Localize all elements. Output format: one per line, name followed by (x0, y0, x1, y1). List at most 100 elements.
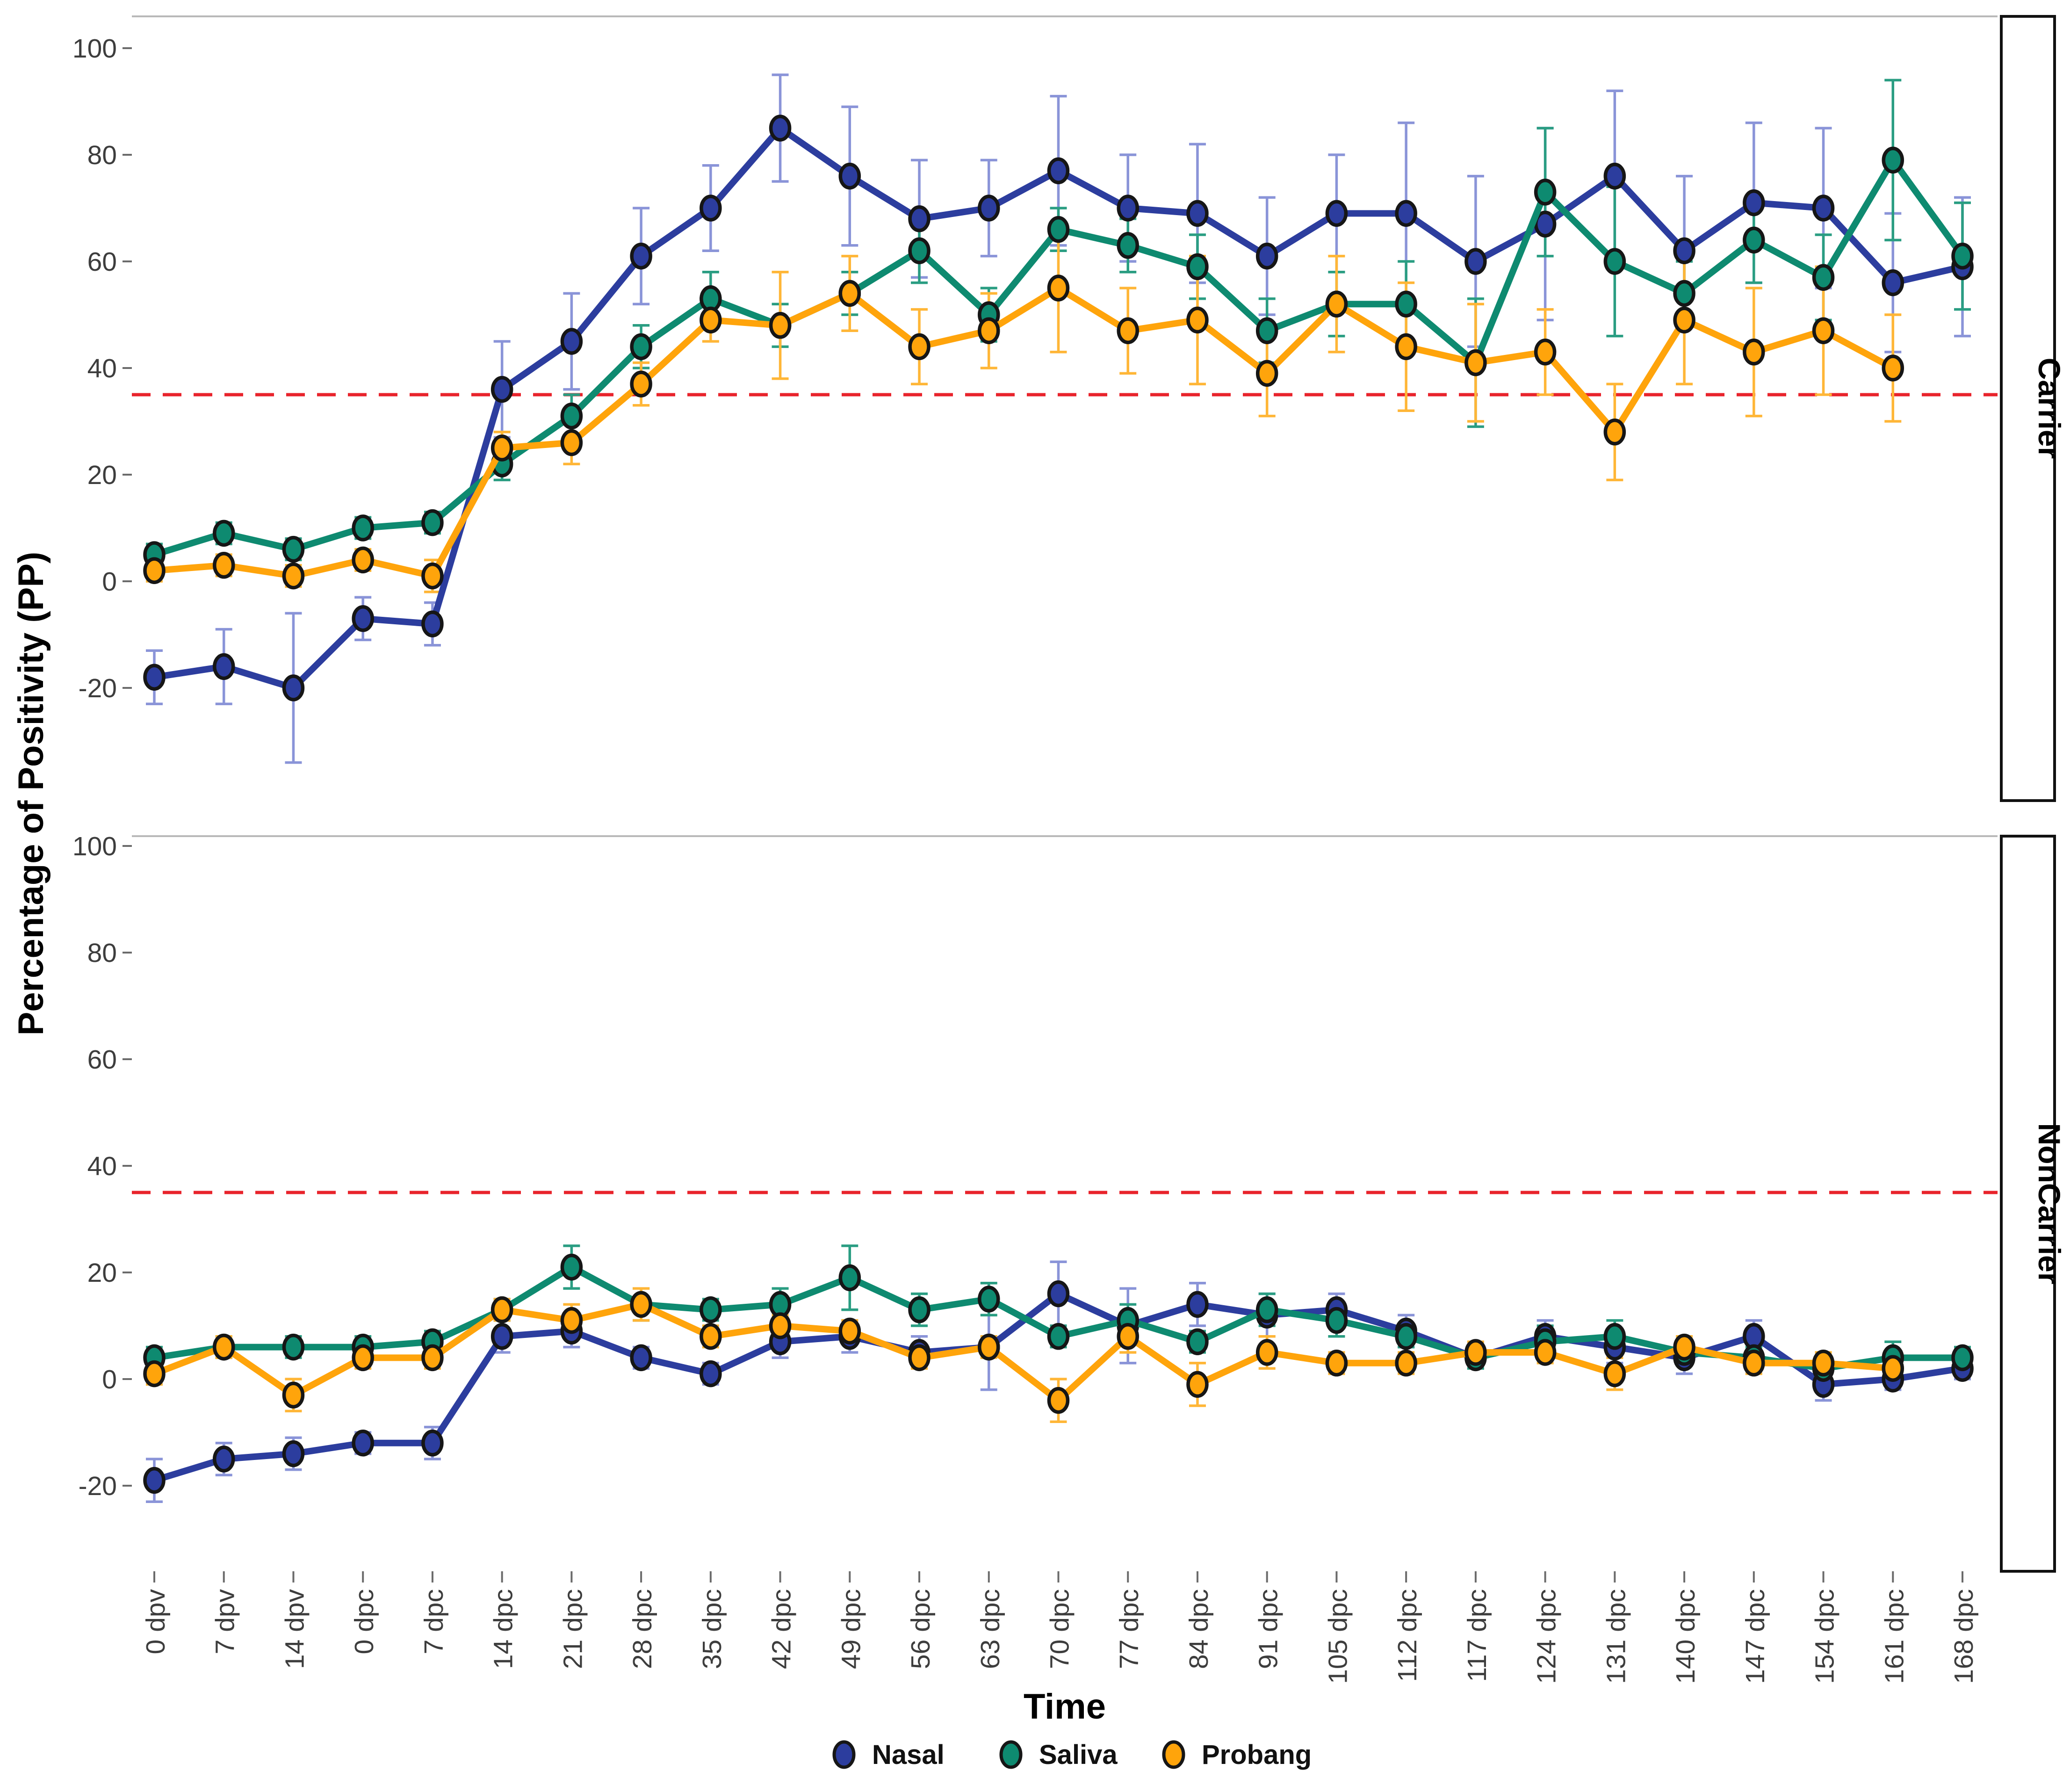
x-tick-label: 0 dpv (141, 1589, 171, 1655)
data-point-nasal (978, 195, 1000, 222)
data-point-nasal (421, 1430, 444, 1457)
strip-label-noncarrier: NonCarrier (2032, 1123, 2063, 1285)
data-point-saliva (560, 402, 583, 430)
data-point-saliva (421, 509, 444, 536)
data-point-probang (1325, 290, 1348, 318)
data-point-saliva (630, 333, 652, 361)
data-point-nasal (1186, 1291, 1209, 1318)
data-point-saliva (1255, 317, 1278, 344)
data-point-probang (352, 546, 374, 574)
x-tick-label: 0 dpc (349, 1589, 379, 1654)
data-point-probang (630, 1291, 652, 1318)
y-tick-label: -20 (79, 673, 117, 703)
data-point-saliva (1047, 216, 1070, 243)
data-point-probang (1395, 1350, 1417, 1377)
data-point-nasal (1186, 200, 1209, 227)
data-point-probang (978, 1333, 1000, 1361)
data-point-saliva (1186, 1328, 1209, 1355)
data-point-nasal (491, 1323, 513, 1350)
data-point-saliva (1395, 290, 1417, 318)
data-point-probang (143, 557, 166, 584)
y-tick-label: 0 (102, 1365, 117, 1395)
data-point-probang (1186, 1371, 1209, 1398)
data-point-probang (1743, 339, 1765, 366)
data-point-nasal (282, 1440, 305, 1467)
data-point-probang (560, 429, 583, 456)
x-tick-label: 105 dpc (1323, 1589, 1353, 1684)
data-point-nasal (352, 605, 374, 632)
y-tick-label: -20 (79, 1471, 117, 1501)
data-point-probang (1464, 349, 1487, 376)
data-point-saliva (1673, 280, 1695, 307)
x-tick-label: 28 dpc (628, 1589, 657, 1669)
strip-rect-noncarrier (2000, 835, 2056, 1573)
data-point-probang (1047, 1387, 1070, 1414)
x-tick-label: 147 dpc (1740, 1589, 1770, 1684)
data-point-saliva (1603, 1323, 1626, 1350)
data-point-probang (700, 1323, 722, 1350)
y-tick-label: 100 (72, 34, 117, 64)
data-point-probang (212, 552, 235, 579)
data-point-nasal (352, 1430, 374, 1457)
y-tick-label: 20 (87, 460, 117, 490)
data-point-nasal (1534, 210, 1557, 238)
data-point-nasal (908, 205, 931, 232)
legend-item-probang: Probang (1162, 1740, 1312, 1770)
series-line-probang (151, 285, 1897, 579)
data-point-nasal (700, 195, 722, 222)
x-tick-label: 124 dpc (1532, 1589, 1562, 1684)
x-tick-label: 56 dpc (906, 1589, 936, 1669)
data-point-nasal (491, 376, 513, 403)
data-point-saliva (1743, 226, 1765, 254)
data-point-probang (1534, 339, 1557, 366)
data-point-probang (143, 1360, 166, 1387)
y-tick-label: 0 (102, 567, 117, 597)
data-point-saliva (352, 514, 374, 542)
data-point-nasal (700, 1360, 722, 1387)
data-point-probang (1255, 360, 1278, 387)
data-point-probang (1534, 1339, 1557, 1366)
x-tick-label: 70 dpc (1045, 1589, 1075, 1669)
data-point-saliva (212, 520, 235, 547)
data-point-nasal (1325, 200, 1348, 227)
data-point-nasal (1464, 248, 1487, 275)
y-tick-label: 40 (87, 354, 117, 383)
data-point-probang (769, 312, 792, 339)
data-point-probang (1812, 1350, 1835, 1377)
data-point-nasal (1743, 189, 1765, 217)
y-tick-label: 80 (87, 140, 117, 170)
data-point-probang (1603, 1360, 1626, 1387)
data-point-saliva (1812, 264, 1835, 291)
data-point-nasal (630, 1344, 652, 1372)
y-tick-label: 100 (72, 831, 117, 861)
data-point-nasal (630, 242, 652, 270)
data-point-probang (491, 434, 513, 462)
data-point-probang (769, 1312, 792, 1339)
data-point-saliva (908, 1296, 931, 1323)
y-tick-label: 80 (87, 938, 117, 968)
data-point-saliva (1047, 1323, 1070, 1350)
x-tick-label: 21 dpc (558, 1589, 588, 1669)
data-point-saliva (1255, 1296, 1278, 1323)
legend-marker-saliva (999, 1740, 1023, 1769)
panel-noncarrier: 100 80 60 40 20 0 -20 (72, 831, 1998, 1503)
x-tick-label: 49 dpc (836, 1589, 866, 1669)
legend-marker-probang (1162, 1740, 1185, 1769)
data-point-nasal (1117, 195, 1139, 222)
data-point-probang (560, 1307, 583, 1334)
data-point-probang (1882, 1355, 1904, 1382)
strip-label-carrier: Carrier (2032, 358, 2063, 459)
data-point-nasal (838, 162, 861, 190)
strip-rect-carrier (2000, 15, 2056, 802)
x-axis: 0 dpv 7 dpv 14 dpv 0 dpc 7 dpc 14 dpc 21 dpc 28… (141, 1571, 1979, 1684)
data-point-nasal (212, 653, 235, 680)
x-tick-label: 154 dpc (1810, 1589, 1840, 1684)
data-point-saliva (282, 1333, 305, 1361)
data-point-probang (491, 1296, 513, 1323)
y-tick-label: 60 (87, 1045, 117, 1075)
data-point-saliva (700, 1296, 722, 1323)
data-point-saliva (1951, 242, 1974, 270)
y-tick-label: 20 (87, 1258, 117, 1288)
data-point-probang (1255, 1339, 1278, 1366)
